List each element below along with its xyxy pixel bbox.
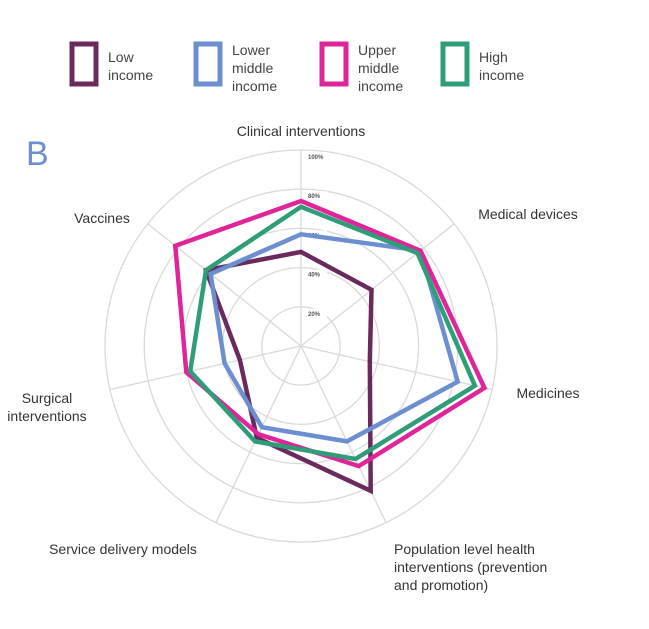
legend-label: income xyxy=(232,78,277,94)
legend-swatch xyxy=(319,41,349,87)
tick-label-bg xyxy=(307,269,327,279)
legend-label: income xyxy=(108,67,153,83)
grid-spoke xyxy=(300,345,493,391)
legend-label: income xyxy=(358,78,403,94)
tick-label-bg xyxy=(307,152,327,161)
tick-label: 100% xyxy=(308,155,324,161)
legend: Low income Lower middle income Upper middle inc… xyxy=(69,41,524,94)
axis-label: Surgical xyxy=(22,390,73,406)
series-polygon xyxy=(187,204,478,462)
grid-spoke xyxy=(109,345,302,391)
axis-label: and promotion) xyxy=(394,577,488,593)
legend-label: middle xyxy=(232,60,273,76)
tick-label: 20% xyxy=(308,312,321,318)
axis-label: Clinical interventions xyxy=(237,123,365,139)
axis-labels: Clinical interventions Medical devices Med… xyxy=(7,123,579,593)
axis-label: Medicines xyxy=(516,385,579,401)
legend-label: middle xyxy=(358,60,399,76)
legend-swatch xyxy=(69,41,99,87)
legend-label: Lower xyxy=(232,42,270,58)
axis-label: Service delivery models xyxy=(49,541,197,557)
legend-label: High xyxy=(479,49,508,65)
axis-label: Population level health xyxy=(394,541,535,557)
tick-label: 80% xyxy=(308,194,321,200)
legend-label: income xyxy=(479,67,524,83)
axis-label: Vaccines xyxy=(74,210,130,226)
tick-label: 40% xyxy=(308,273,321,279)
legend-swatch xyxy=(440,41,470,87)
series-group xyxy=(172,198,488,495)
legend-label: Upper xyxy=(358,42,396,58)
legend-label: Low xyxy=(108,49,135,65)
axis-label: interventions (prevention xyxy=(394,559,547,575)
grid-spoke xyxy=(300,223,455,347)
tick-label-bg xyxy=(307,308,327,318)
axis-label: interventions xyxy=(7,408,86,424)
tick-label-bg xyxy=(307,191,327,201)
panel-label: B xyxy=(26,135,49,173)
legend-swatch xyxy=(193,41,223,87)
axis-label: Medical devices xyxy=(478,206,578,222)
